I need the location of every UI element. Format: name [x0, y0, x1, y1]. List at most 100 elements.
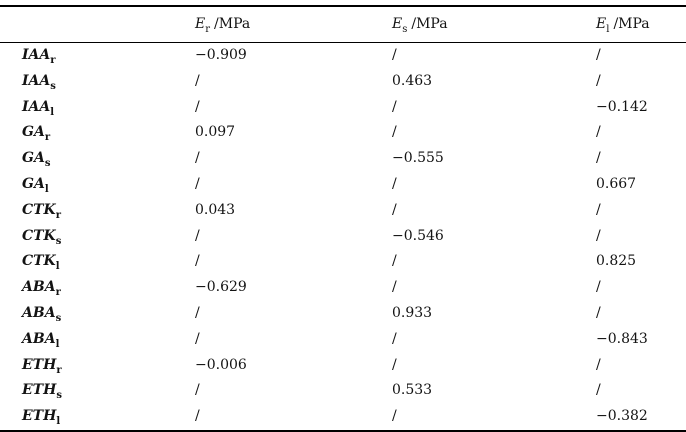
row-label-name: CTK [22, 253, 56, 270]
row-label-name: ETH [22, 356, 57, 373]
row-label: IAAs [0, 69, 195, 95]
column-header-er: Er/MPa [195, 6, 392, 43]
column-unit: /MPa [613, 16, 650, 32]
table-row: CTKr 0.043 / / [0, 198, 686, 224]
row-label-subscript: r [56, 364, 62, 376]
value-cell-er: / [195, 227, 200, 244]
value-cell-el: 0.667 [596, 175, 637, 192]
value-cell-er: / [195, 253, 200, 270]
row-label-subscript: s [50, 80, 56, 92]
row-label: ETHr [0, 353, 195, 379]
value-cell-es: / [392, 253, 397, 270]
value-cell-el: / [596, 201, 601, 218]
table-row: GAr 0.097 / / [0, 120, 686, 146]
header-row: Er/MPa Es/MPa El/MPa [0, 6, 686, 43]
value-cell-er: / [195, 382, 200, 399]
row-label: ABAl [0, 327, 195, 353]
value-cell-el: / [596, 227, 601, 244]
value-cell-er: / [195, 175, 200, 192]
row-label-name: ABA [22, 304, 56, 321]
row-label: GAl [0, 172, 195, 198]
row-label-subscript: r [55, 209, 62, 221]
value-cell-es: / [392, 175, 397, 192]
table-body: IAAr −0.909 / / IAAs / 0.463 / IAAl / / … [0, 43, 686, 431]
value-cell-es: / [392, 408, 397, 425]
table-row: ABAr −0.629 / / [0, 275, 686, 301]
row-label-subscript: s [55, 312, 62, 324]
table-row: IAAl / / −0.142 [0, 95, 686, 121]
value-cell-es: / [392, 201, 397, 218]
table-row: ABAs / 0.933 / [0, 301, 686, 327]
row-label-name: ABA [22, 330, 56, 347]
value-cell-er: / [195, 98, 200, 115]
table-row: IAAs / 0.463 / [0, 69, 686, 95]
value-cell-el: / [596, 382, 601, 399]
row-label-name: IAA [22, 98, 51, 115]
row-label-subscript: l [44, 183, 49, 195]
column-subscript: l [606, 23, 610, 35]
row-label-subscript: l [55, 261, 60, 273]
value-cell-el: / [596, 279, 601, 296]
correlation-table: Er/MPa Es/MPa El/MPa IAAr −0.909 / / IAA… [0, 5, 686, 432]
row-label: IAAr [0, 43, 195, 69]
column-header-el: El/MPa [596, 6, 686, 43]
value-cell-es: 0.933 [392, 304, 433, 321]
table-row: GAs / −0.555 / [0, 146, 686, 172]
row-label-name: IAA [22, 47, 51, 63]
row-label-subscript: s [55, 235, 62, 247]
value-cell-es: / [392, 98, 397, 115]
row-label: ETHl [0, 404, 195, 431]
row-label: IAAl [0, 95, 195, 121]
table-row: ETHs / 0.533 / [0, 378, 686, 404]
value-cell-el: / [596, 47, 601, 63]
row-label-name: GA [22, 175, 45, 192]
row-label-name: GA [22, 150, 45, 167]
value-cell-el: −0.843 [596, 330, 648, 347]
column-unit: /MPa [411, 16, 448, 32]
column-symbol: E [195, 16, 206, 32]
table-row: ETHr −0.006 / / [0, 353, 686, 379]
column-symbol: E [392, 16, 403, 32]
value-cell-es: 0.533 [392, 382, 433, 399]
value-cell-es: / [392, 356, 397, 373]
value-cell-er: −0.909 [195, 47, 247, 63]
column-subscript: r [205, 23, 211, 35]
table-row: IAAr −0.909 / / [0, 43, 686, 69]
value-cell-el: / [596, 304, 601, 321]
row-label-subscript: l [56, 415, 61, 427]
row-label-name: IAA [22, 72, 51, 89]
value-cell-es: 0.463 [392, 72, 433, 89]
row-label-subscript: r [55, 286, 61, 298]
row-label: GAr [0, 120, 195, 146]
row-label-subscript: s [44, 157, 51, 169]
value-cell-er: −0.006 [195, 356, 247, 373]
row-label-subscript: l [55, 338, 60, 350]
table-row: CTKl / / 0.825 [0, 249, 686, 275]
value-cell-el: −0.382 [596, 408, 648, 425]
row-label: CTKr [0, 198, 195, 224]
row-label-subscript: s [56, 390, 62, 402]
value-cell-es: / [392, 124, 397, 141]
row-label-name: ETH [22, 382, 57, 399]
row-label: GAs [0, 146, 195, 172]
row-label-subscript: l [50, 106, 55, 118]
value-cell-er: 0.043 [195, 201, 236, 218]
column-unit: /MPa [214, 16, 251, 32]
value-cell-el: / [596, 356, 601, 373]
row-label: CTKl [0, 249, 195, 275]
row-label-name: GA [22, 124, 45, 141]
header-empty-cell [0, 6, 195, 43]
value-cell-el: / [596, 72, 601, 89]
column-symbol: E [596, 16, 607, 32]
value-cell-er: 0.097 [195, 124, 236, 141]
table-row: GAl / / 0.667 [0, 172, 686, 198]
row-label-name: ETH [22, 408, 57, 425]
table-row: CTKs / −0.546 / [0, 224, 686, 250]
row-label: ABAs [0, 301, 195, 327]
row-label-subscript: r [44, 132, 51, 144]
value-cell-es: / [392, 47, 397, 63]
row-label: ABAr [0, 275, 195, 301]
value-cell-es: −0.555 [392, 150, 444, 167]
table-header: Er/MPa Es/MPa El/MPa [0, 6, 686, 43]
